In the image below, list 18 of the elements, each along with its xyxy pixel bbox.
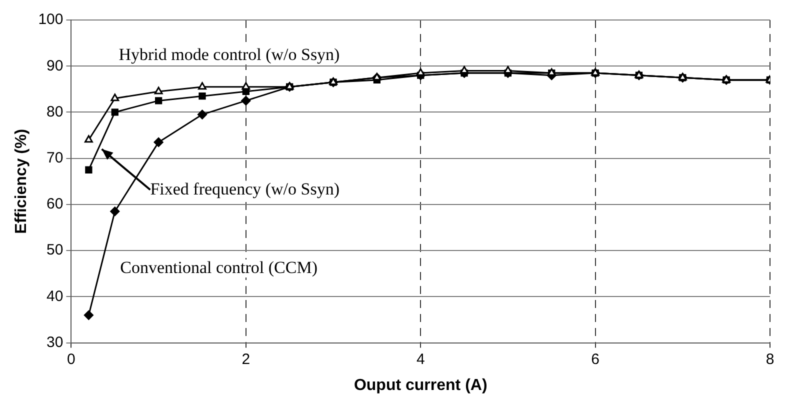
y-tick-label: 80 bbox=[46, 103, 64, 120]
y-tick-label: 70 bbox=[46, 149, 64, 166]
y-tick-label: 60 bbox=[46, 196, 64, 213]
x-tick-label: 6 bbox=[591, 350, 600, 368]
y-axis-title: Efficiency (%) bbox=[13, 128, 30, 234]
y-tick-label: 40 bbox=[46, 288, 64, 305]
y-tick-label: 100 bbox=[38, 11, 64, 28]
y-tick-label: 30 bbox=[46, 334, 64, 351]
x-tick-label: 0 bbox=[67, 350, 76, 368]
annotation: Fixed frequency (w/o Ssyn) bbox=[150, 179, 340, 198]
y-tick-label: 50 bbox=[46, 242, 64, 259]
x-tick-label: 8 bbox=[766, 350, 774, 368]
x-tick-label: 4 bbox=[416, 350, 425, 368]
annotation: Conventional control (CCM) bbox=[120, 258, 318, 278]
x-axis-title: Ouput current (A) bbox=[354, 376, 488, 394]
annotation: Hybrid mode control (w/o Ssyn) bbox=[118, 44, 340, 64]
y-tick-label: 90 bbox=[46, 57, 64, 74]
x-tick-label: 2 bbox=[242, 350, 250, 368]
